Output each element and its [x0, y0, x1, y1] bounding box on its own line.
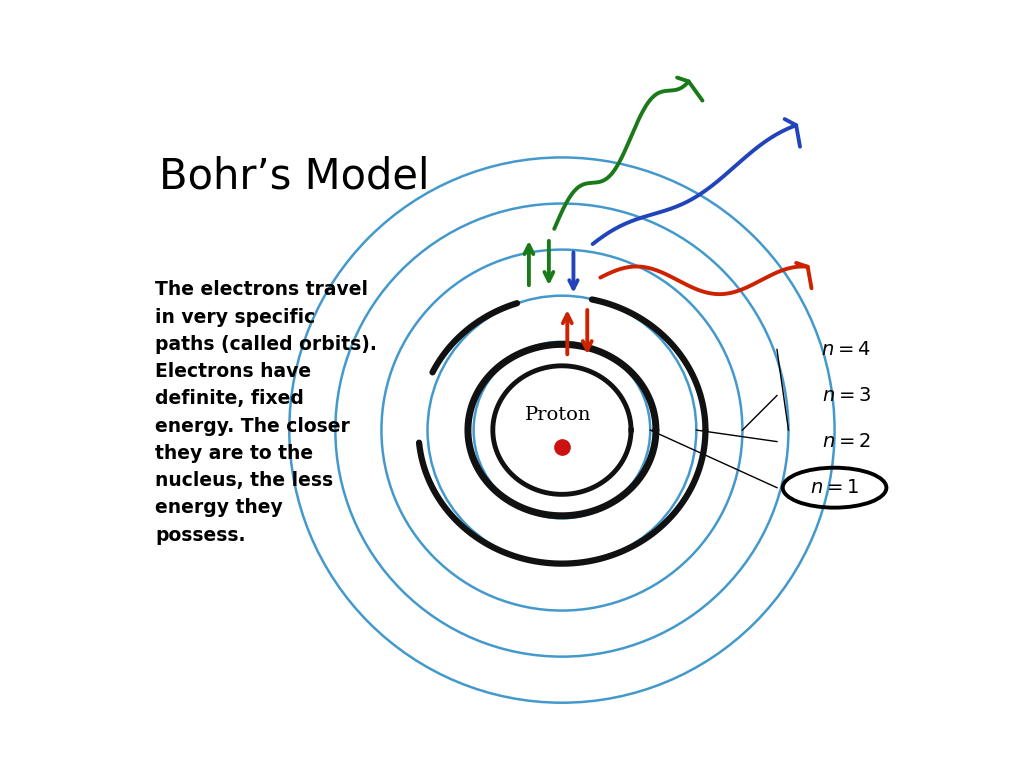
Text: Bohr’s Model: Bohr’s Model	[159, 156, 429, 197]
Text: The electrons travel
in very specific
paths (called orbits).
Electrons have
defi: The electrons travel in very specific pa…	[155, 280, 377, 545]
Text: $n = 1$: $n = 1$	[810, 478, 859, 497]
Circle shape	[493, 361, 631, 499]
Text: $n = 3$: $n = 3$	[821, 386, 870, 405]
Text: $n = 4$: $n = 4$	[821, 340, 870, 359]
Text: $n = 2$: $n = 2$	[821, 432, 870, 451]
Text: Proton: Proton	[525, 406, 591, 424]
